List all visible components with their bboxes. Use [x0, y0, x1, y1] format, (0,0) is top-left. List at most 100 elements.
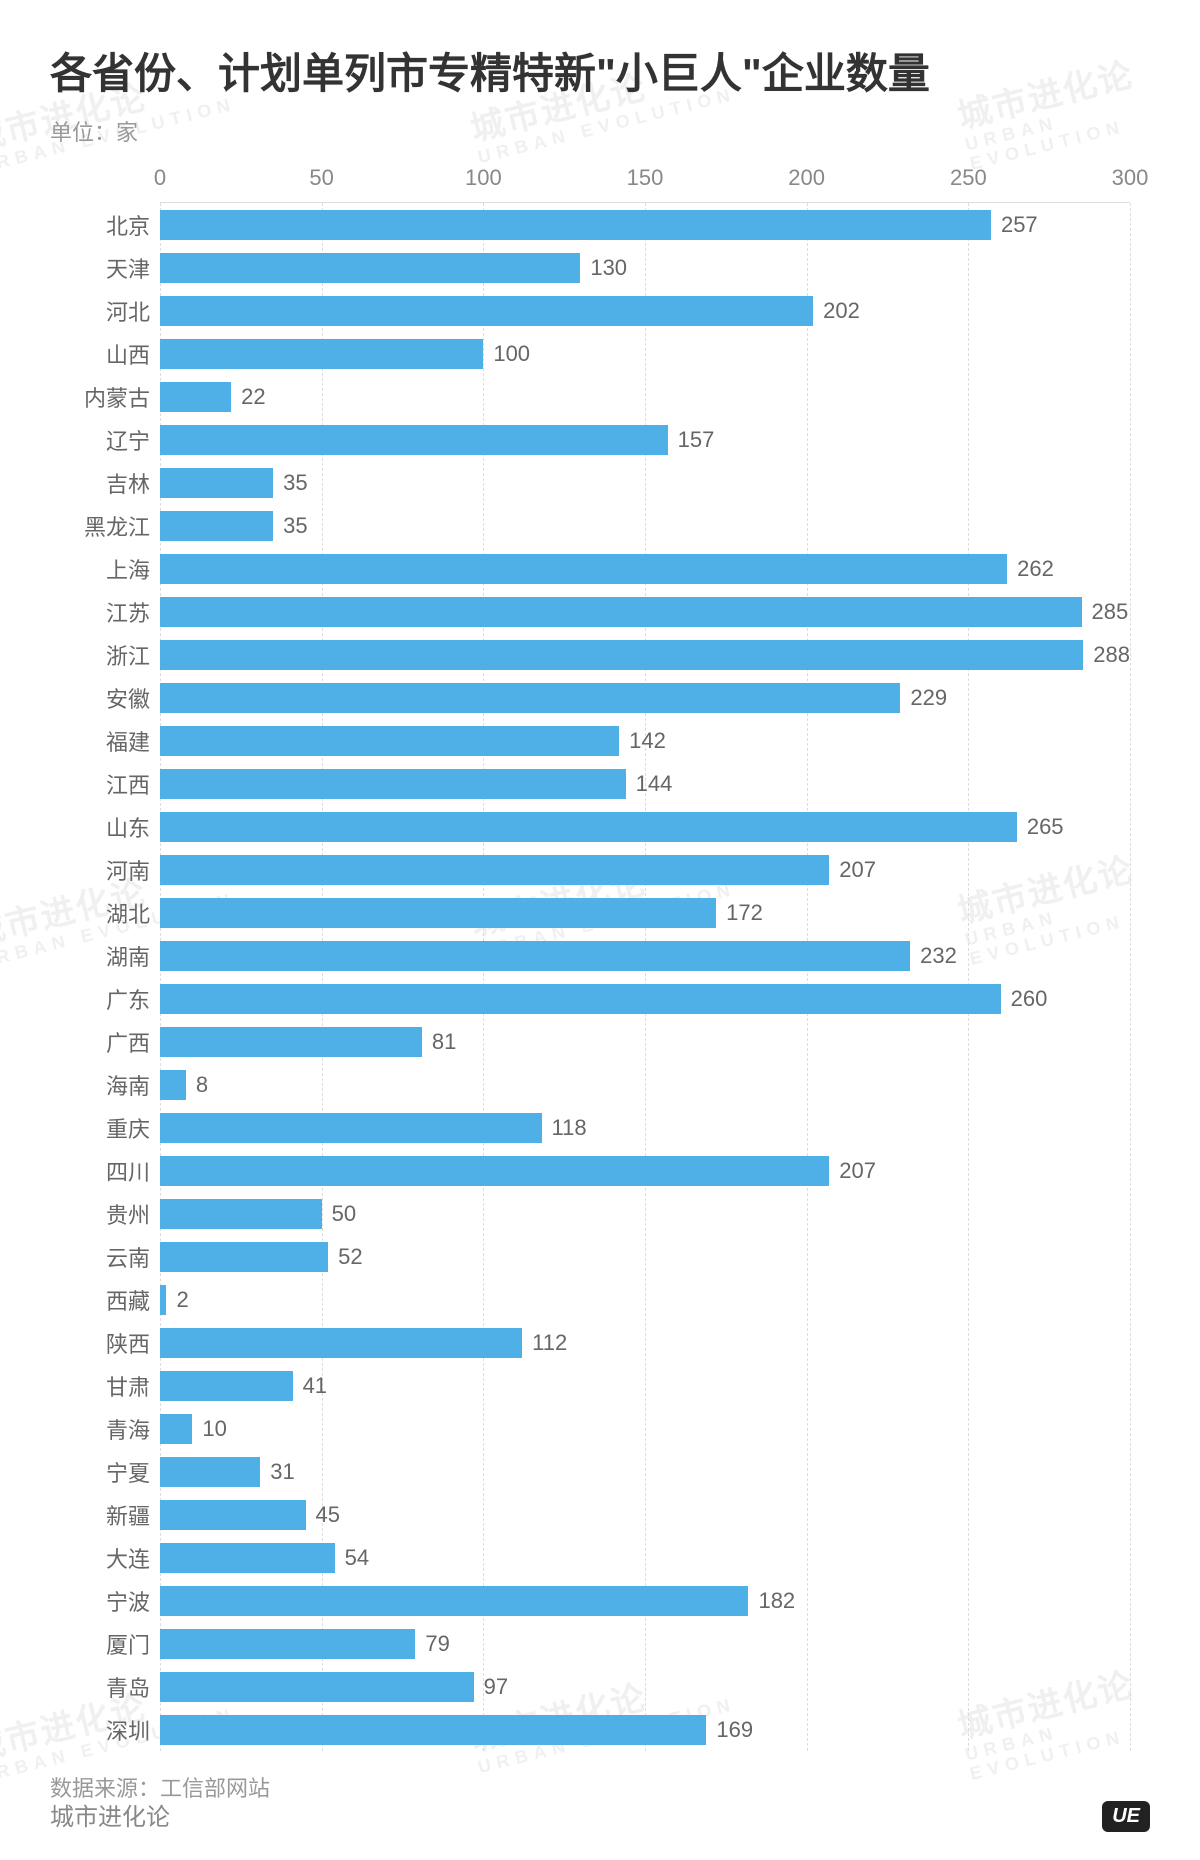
value-label: 41: [303, 1373, 327, 1399]
bar-row: 福建142: [160, 719, 1130, 762]
bar: [160, 554, 1007, 584]
bar-row: 深圳169: [160, 1708, 1130, 1751]
category-label: 云南: [45, 1241, 150, 1273]
bar: [160, 1285, 166, 1315]
bar: [160, 1500, 306, 1530]
category-label: 山东: [45, 811, 150, 843]
category-label: 新疆: [45, 1499, 150, 1531]
x-axis: 050100150200250300: [160, 155, 1130, 203]
category-label: 厦门: [45, 1628, 150, 1660]
value-label: 232: [920, 943, 957, 969]
bar-row: 陕西112: [160, 1321, 1130, 1364]
category-label: 青海: [45, 1413, 150, 1445]
bar-row: 黑龙江35: [160, 504, 1130, 547]
x-tick: 100: [465, 165, 502, 191]
category-label: 上海: [45, 553, 150, 585]
value-label: 285: [1092, 599, 1129, 625]
bar-row: 甘肃41: [160, 1364, 1130, 1407]
category-label: 宁夏: [45, 1456, 150, 1488]
x-tick: 200: [788, 165, 825, 191]
bar: [160, 339, 483, 369]
x-tick: 250: [950, 165, 987, 191]
bar: [160, 640, 1083, 670]
bar-row: 江西144: [160, 762, 1130, 805]
category-label: 安徽: [45, 682, 150, 714]
value-label: 288: [1093, 642, 1130, 668]
value-label: 81: [432, 1029, 456, 1055]
category-label: 广东: [45, 983, 150, 1015]
bar: [160, 1199, 322, 1229]
category-label: 深圳: [45, 1714, 150, 1746]
bar: [160, 1371, 293, 1401]
category-label: 河南: [45, 854, 150, 886]
category-label: 重庆: [45, 1112, 150, 1144]
bar-row: 上海262: [160, 547, 1130, 590]
value-label: 54: [345, 1545, 369, 1571]
bar: [160, 984, 1001, 1014]
bar: [160, 855, 829, 885]
value-label: 207: [839, 857, 876, 883]
value-label: 142: [629, 728, 666, 754]
bar: [160, 898, 716, 928]
value-label: 257: [1001, 212, 1038, 238]
bar: [160, 1027, 422, 1057]
bar: [160, 726, 619, 756]
bar: [160, 253, 580, 283]
value-label: 45: [316, 1502, 340, 1528]
category-label: 宁波: [45, 1585, 150, 1617]
category-label: 湖北: [45, 897, 150, 929]
bar-row: 山西100: [160, 332, 1130, 375]
category-label: 浙江: [45, 639, 150, 671]
value-label: 31: [270, 1459, 294, 1485]
value-label: 97: [484, 1674, 508, 1700]
value-label: 8: [196, 1072, 208, 1098]
bar: [160, 1457, 260, 1487]
value-label: 182: [758, 1588, 795, 1614]
bar: [160, 382, 231, 412]
category-label: 河北: [45, 295, 150, 327]
bar-row: 海南8: [160, 1063, 1130, 1106]
bar: [160, 683, 900, 713]
bar: [160, 1113, 542, 1143]
bar-row: 辽宁157: [160, 418, 1130, 461]
category-label: 西藏: [45, 1284, 150, 1316]
unit-label: 单位：家: [50, 115, 1150, 147]
value-label: 262: [1017, 556, 1054, 582]
bar-row: 云南52: [160, 1235, 1130, 1278]
bar: [160, 1672, 474, 1702]
x-tick: 0: [154, 165, 166, 191]
bar-row: 广西81: [160, 1020, 1130, 1063]
category-label: 山西: [45, 338, 150, 370]
value-label: 22: [241, 384, 265, 410]
x-tick: 300: [1112, 165, 1149, 191]
bar: [160, 1629, 415, 1659]
bar-row: 青岛97: [160, 1665, 1130, 1708]
bar-row: 北京257: [160, 203, 1130, 246]
value-label: 35: [283, 513, 307, 539]
category-label: 四川: [45, 1155, 150, 1187]
bar-row: 湖北172: [160, 891, 1130, 934]
value-label: 144: [636, 771, 673, 797]
value-label: 229: [910, 685, 947, 711]
grid-line: [1130, 203, 1131, 1751]
bar-row: 湖南232: [160, 934, 1130, 977]
bar-row: 浙江288: [160, 633, 1130, 676]
category-label: 吉林: [45, 467, 150, 499]
value-label: 79: [425, 1631, 449, 1657]
category-label: 陕西: [45, 1327, 150, 1359]
bar-row: 广东260: [160, 977, 1130, 1020]
bar-row: 江苏285: [160, 590, 1130, 633]
bar: [160, 597, 1082, 627]
bar-row: 大连54: [160, 1536, 1130, 1579]
value-label: 2: [176, 1287, 188, 1313]
bar: [160, 1414, 192, 1444]
bar-row: 内蒙古22: [160, 375, 1130, 418]
bar-row: 宁波182: [160, 1579, 1130, 1622]
category-label: 黑龙江: [45, 510, 150, 542]
bar-row: 青海10: [160, 1407, 1130, 1450]
category-label: 北京: [45, 209, 150, 241]
bar-row: 厦门79: [160, 1622, 1130, 1665]
bar: [160, 1242, 328, 1272]
category-label: 甘肃: [45, 1370, 150, 1402]
bar: [160, 1328, 522, 1358]
